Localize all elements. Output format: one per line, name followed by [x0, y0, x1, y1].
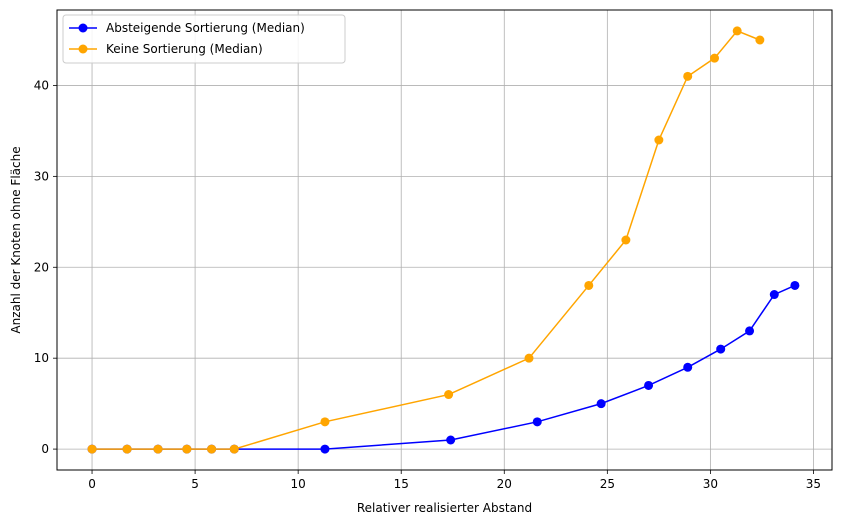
x-tick-label: 20	[497, 477, 512, 491]
data-point	[122, 444, 132, 454]
data-point	[790, 280, 800, 290]
data-point	[755, 35, 765, 45]
legend: Absteigende Sortierung (Median) Keine Sor…	[62, 14, 346, 64]
x-tick-label: 10	[291, 477, 306, 491]
data-point	[745, 326, 755, 336]
y-tick-label: 20	[34, 260, 49, 274]
data-point	[584, 280, 594, 290]
ticks: 0 5 10 15 20 25 30 35 0 10 20 30 40	[34, 78, 821, 491]
legend-marker	[78, 44, 88, 54]
data-point	[710, 53, 720, 63]
data-point	[153, 444, 163, 454]
y-axis-label: Anzahl der Knoten ohne Fläche	[9, 146, 23, 333]
x-tick-label: 25	[600, 477, 615, 491]
data-point	[182, 444, 192, 454]
data-point	[207, 444, 217, 454]
legend-entry-label: Absteigende Sortierung (Median)	[106, 21, 305, 35]
series-group	[87, 26, 800, 454]
x-tick-label: 15	[394, 477, 409, 491]
x-tick-label: 0	[88, 477, 96, 491]
plot-frame	[56, 9, 833, 471]
data-point	[732, 26, 742, 36]
data-point	[683, 362, 693, 372]
data-point	[524, 353, 534, 363]
data-point	[621, 235, 631, 245]
x-tick-label: 30	[703, 477, 718, 491]
data-point	[446, 435, 456, 445]
x-tick-label: 35	[806, 477, 821, 491]
data-point	[644, 380, 654, 390]
data-point	[229, 444, 239, 454]
data-point	[87, 444, 97, 454]
legend-entry-label: Keine Sortierung (Median)	[106, 42, 263, 56]
data-point	[532, 417, 542, 427]
x-tick-label: 5	[191, 477, 199, 491]
data-point	[654, 135, 664, 145]
y-tick-label: 40	[34, 78, 49, 92]
legend-box	[62, 14, 346, 64]
y-tick-label: 10	[34, 351, 49, 365]
plot-area	[57, 10, 832, 470]
y-tick-label: 0	[41, 442, 49, 456]
x-axis-label: Relativer realisierter Abstand	[357, 501, 532, 515]
data-point	[320, 444, 330, 454]
data-point	[769, 290, 779, 300]
data-point	[683, 71, 693, 81]
data-point	[596, 399, 606, 409]
legend-marker	[78, 23, 88, 33]
data-point	[444, 390, 454, 400]
y-tick-label: 30	[34, 169, 49, 183]
series-line-1	[92, 30, 761, 450]
data-point	[320, 417, 330, 427]
data-point	[716, 344, 726, 354]
